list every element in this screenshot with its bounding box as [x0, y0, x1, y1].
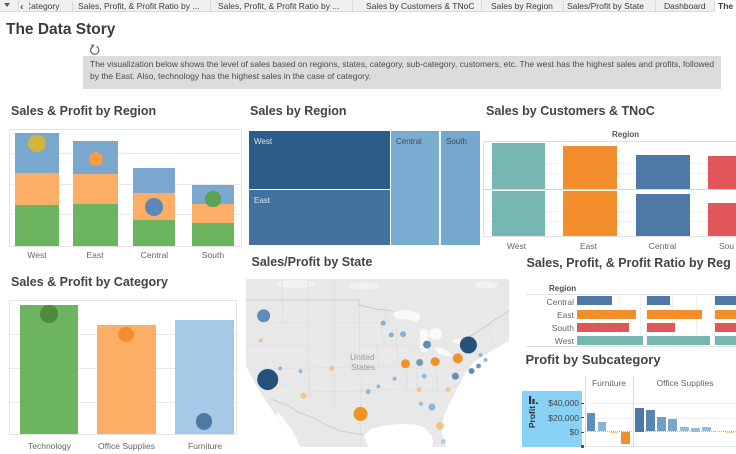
svg-text:United: United	[350, 352, 375, 362]
svg-text:States: States	[351, 362, 375, 372]
